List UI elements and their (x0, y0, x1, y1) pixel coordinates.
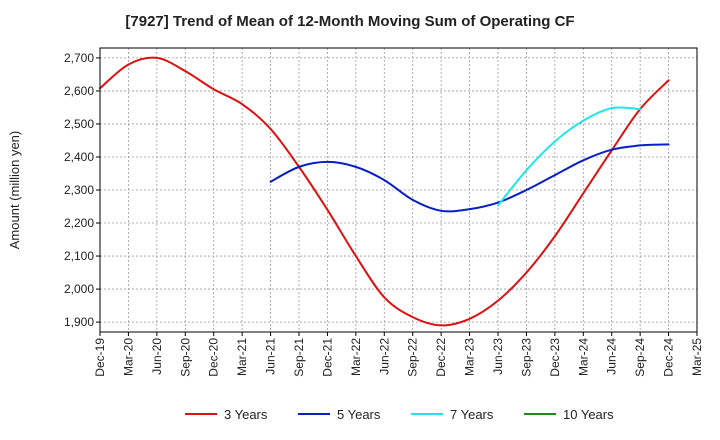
legend-label-5-years: 5 Years (337, 407, 381, 422)
y-tick-label: 2,100 (64, 249, 94, 263)
y-tick-label: 2,500 (64, 117, 94, 131)
x-tick-label: Mar-24 (576, 338, 590, 376)
y-tick-label: 2,400 (64, 150, 94, 164)
x-tick-label: Mar-25 (690, 338, 704, 376)
series-line-5-years (269, 143, 670, 213)
x-tick-label: Sep-24 (633, 338, 647, 377)
x-tick-label: Dec-23 (548, 338, 562, 377)
x-tick-label: Jun-20 (150, 338, 164, 375)
x-tick-label: Sep-21 (292, 338, 306, 377)
x-tick-label: Mar-20 (121, 338, 135, 376)
series-line-3-years (99, 56, 670, 327)
x-tick-label: Sep-23 (519, 338, 533, 377)
x-tick-label: Dec-22 (434, 338, 448, 377)
legend-label-10-years: 10 Years (563, 407, 614, 422)
y-tick-label: 1,900 (64, 315, 94, 329)
y-axis-label: Amount (million yen) (7, 131, 22, 250)
x-tick-label: Sep-22 (406, 338, 420, 377)
x-tick-label: Dec-21 (320, 338, 334, 377)
x-tick-label: Sep-20 (178, 338, 192, 377)
x-tick-label: Mar-22 (349, 338, 363, 376)
y-tick-label: 2,000 (64, 282, 94, 296)
x-tick-label: Jun-23 (491, 338, 505, 375)
x-tick-label: Jun-21 (264, 338, 278, 375)
y-tick-label: 2,300 (64, 183, 94, 197)
x-tick-label: Dec-20 (207, 338, 221, 377)
x-tick-label: Jun-24 (605, 338, 619, 375)
y-tick-label: 2,200 (64, 216, 94, 230)
y-tick-label: 2,600 (64, 84, 94, 98)
x-tick-label: Mar-21 (235, 338, 249, 376)
series-line-7-years (497, 106, 642, 207)
legend-label-3-years: 3 Years (224, 407, 268, 422)
chart-title: [7927] Trend of Mean of 12-Month Moving … (125, 13, 574, 30)
x-tick-label: Jun-22 (377, 338, 391, 375)
x-tick-label: Mar-23 (463, 338, 477, 376)
axis-ticks: 1,900 2,000 2,100 2,200 2,300 2,400 2,500 2,600… (64, 51, 704, 377)
x-tick-label: Dec-24 (662, 338, 676, 377)
legend-label-7-years: 7 Years (450, 407, 494, 422)
y-tick-label: 2,700 (64, 51, 94, 65)
series-lines (99, 56, 670, 327)
legend: 3 Years 5 Years 7 Years 10 Years (185, 407, 614, 422)
x-tick-label: Dec-19 (93, 338, 107, 377)
